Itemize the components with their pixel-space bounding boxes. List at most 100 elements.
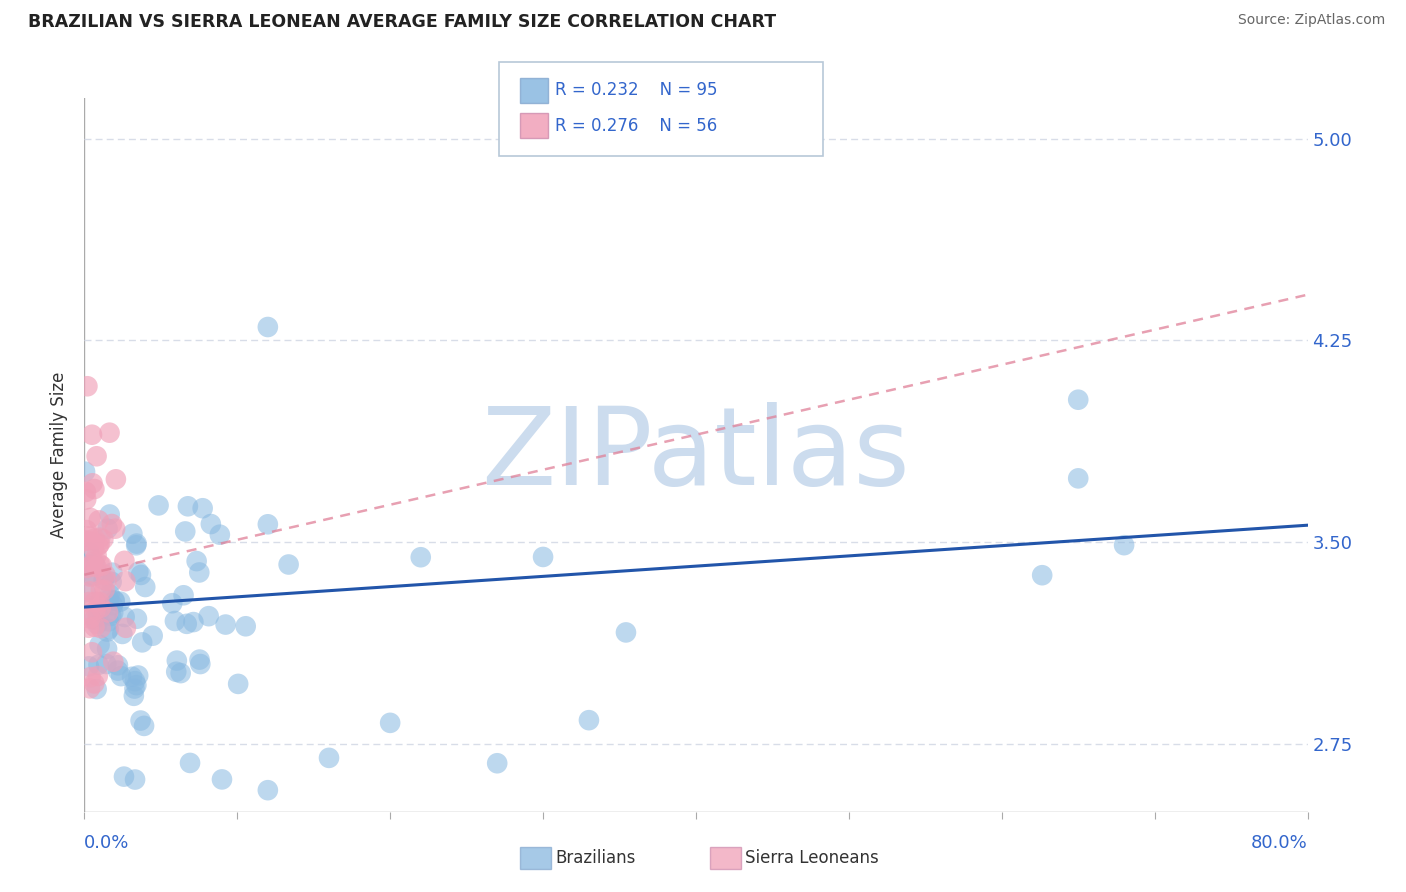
Point [318, 751, 340, 765]
Point [80, 645, 103, 659]
Point [98, 588, 121, 602]
Point [87, 669, 110, 683]
Point [100, 574, 122, 589]
Point [76, 379, 98, 393]
Point [124, 681, 146, 696]
Point [97, 522, 120, 536]
Point [90, 558, 112, 573]
Point [101, 516, 124, 531]
Point [75, 484, 97, 499]
Point [75, 492, 97, 507]
Text: Brazilians: Brazilians [555, 849, 636, 867]
Point [104, 522, 127, 536]
Point [86, 681, 108, 696]
Point [90, 582, 112, 597]
Point [80, 427, 103, 442]
Point [1031, 568, 1053, 582]
Point [380, 715, 402, 730]
Point [121, 670, 143, 684]
Point [97, 615, 120, 629]
Point [114, 610, 136, 624]
Point [89, 557, 111, 571]
Point [87, 657, 110, 672]
Point [124, 674, 146, 689]
Text: 0.0%: 0.0% [84, 834, 129, 852]
Point [96, 641, 118, 656]
Point [179, 756, 201, 770]
Point [129, 714, 152, 728]
Point [132, 719, 155, 733]
Point [162, 596, 184, 610]
Point [122, 689, 145, 703]
Point [115, 621, 138, 635]
Point [578, 713, 600, 727]
Point [214, 617, 236, 632]
Point [235, 619, 257, 633]
Point [87, 513, 110, 527]
Point [1067, 392, 1090, 407]
Point [125, 612, 148, 626]
Point [76, 560, 98, 574]
Point [83, 541, 105, 556]
Point [200, 516, 222, 531]
Point [112, 554, 135, 568]
Point [165, 665, 187, 679]
Point [84, 595, 107, 609]
Point [134, 580, 156, 594]
Point [177, 500, 200, 514]
Point [125, 678, 148, 692]
Point [188, 657, 211, 671]
Point [257, 783, 280, 797]
Point [97, 622, 120, 636]
Point [96, 624, 118, 639]
Point [101, 606, 124, 620]
Point [98, 592, 121, 607]
Y-axis label: Average Family Size: Average Family Size [51, 372, 69, 538]
Point [77, 621, 100, 635]
Point [83, 532, 105, 546]
Point [103, 594, 125, 608]
Point [73, 465, 96, 479]
Point [186, 554, 208, 568]
Point [1067, 471, 1090, 485]
Point [87, 609, 110, 624]
Point [163, 614, 186, 628]
Point [93, 582, 115, 597]
Point [79, 611, 101, 625]
Point [107, 658, 129, 673]
Point [75, 585, 97, 599]
Point [87, 539, 110, 553]
Point [531, 549, 554, 564]
Text: 80.0%: 80.0% [1251, 834, 1308, 852]
Point [112, 770, 135, 784]
Point [197, 609, 219, 624]
Point [79, 511, 101, 525]
Point [80, 558, 103, 573]
Point [104, 472, 127, 486]
Point [89, 537, 111, 551]
Text: R = 0.276    N = 56: R = 0.276 N = 56 [555, 117, 717, 135]
Point [83, 620, 105, 634]
Point [131, 635, 153, 649]
Point [86, 617, 108, 632]
Point [79, 595, 101, 609]
Point [174, 524, 197, 539]
Point [107, 664, 129, 678]
Point [127, 668, 149, 682]
Point [86, 548, 108, 562]
Point [73, 558, 96, 572]
Point [89, 595, 111, 609]
Point [79, 670, 101, 684]
Point [76, 523, 98, 537]
Point [83, 569, 105, 583]
Point [125, 536, 148, 550]
Point [111, 627, 134, 641]
Point [86, 560, 108, 574]
Point [277, 558, 299, 572]
Point [96, 574, 118, 588]
Point [82, 476, 104, 491]
Point [84, 603, 107, 617]
Point [89, 531, 111, 545]
Point [103, 655, 125, 669]
Point [188, 566, 211, 580]
